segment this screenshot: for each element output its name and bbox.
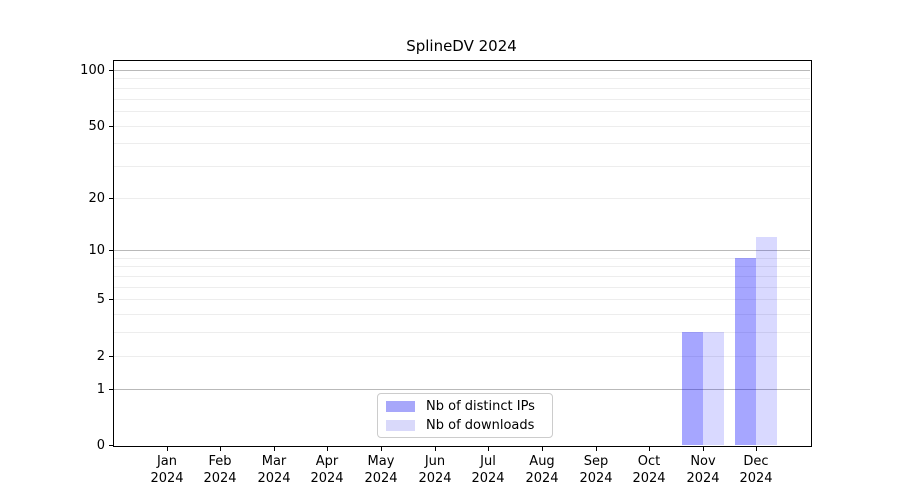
x-tick-label: Jan 2024 [150,454,184,486]
gridline-major [113,250,810,251]
x-tick-mark [435,447,436,451]
gridline-minor [113,126,810,127]
gridline-minor [113,78,810,79]
y-tick-label: 0 [96,438,105,453]
y-tick-mark [109,445,113,446]
x-tick-label: Aug 2024 [525,454,559,486]
x-tick-label: May 2024 [364,454,398,486]
y-tick-mark [109,389,113,390]
gridline-minor [113,299,810,300]
y-tick-mark [109,198,113,199]
x-tick-label: Oct 2024 [632,454,666,486]
gridline-minor [113,88,810,89]
x-tick-label: Jul 2024 [471,454,505,486]
legend-label-downloads: Nb of downloads [426,417,535,433]
y-tick-label: 1 [96,382,105,397]
legend-label-distinct-ips: Nb of distinct IPs [426,398,535,414]
x-tick-label: Jun 2024 [418,454,452,486]
y-tick-label: 2 [96,349,105,364]
y-tick-mark [109,70,113,71]
legend-item-downloads: Nb of downloads [386,418,544,433]
chart-title: SplineDV 2024 [406,37,517,55]
gridline-minor [113,198,810,199]
legend-swatch-distinct-ips [386,400,415,412]
gridline-major [113,70,810,71]
bar-downloads [703,332,724,445]
gridline-minor [113,314,810,315]
y-tick-label: 10 [88,243,105,258]
y-tick-mark [109,250,113,251]
legend: Nb of distinct IPs Nb of downloads [377,393,553,438]
gridline-major [113,389,810,390]
gridline-minor [113,258,810,259]
x-tick-mark [327,447,328,451]
x-tick-label: Feb 2024 [203,454,237,486]
gridline-minor [113,287,810,288]
bar-distinct-ips [682,332,703,445]
x-tick-label: Sep 2024 [579,454,613,486]
y-tick-mark [109,126,113,127]
x-tick-mark [703,447,704,451]
y-tick-label: 20 [88,191,105,206]
x-tick-mark [167,447,168,451]
gridline-minor [113,332,810,333]
x-tick-label: Dec 2024 [739,454,773,486]
x-tick-label: Mar 2024 [257,454,291,486]
gridline-minor [113,99,810,100]
x-tick-mark [488,447,489,451]
y-tick-label: 50 [88,119,105,134]
bar-downloads [756,237,777,445]
x-tick-mark [649,447,650,451]
legend-swatch-downloads [386,419,415,431]
gridline-minor [113,266,810,267]
x-tick-mark [756,447,757,451]
gridline-minor [113,111,810,112]
bar-distinct-ips [735,258,756,445]
x-tick-mark [220,447,221,451]
x-tick-mark [542,447,543,451]
gridline-minor [113,276,810,277]
x-tick-mark [381,447,382,451]
x-tick-mark [596,447,597,451]
gridline-minor [113,143,810,144]
y-tick-mark [109,299,113,300]
y-tick-label: 5 [96,292,105,307]
y-tick-mark [109,356,113,357]
gridline-minor [113,356,810,357]
y-tick-label: 100 [80,63,105,78]
x-tick-label: Nov 2024 [686,454,720,486]
legend-item-distinct-ips: Nb of distinct IPs [386,399,544,414]
gridline-minor [113,166,810,167]
x-tick-label: Apr 2024 [310,454,344,486]
x-tick-mark [274,447,275,451]
